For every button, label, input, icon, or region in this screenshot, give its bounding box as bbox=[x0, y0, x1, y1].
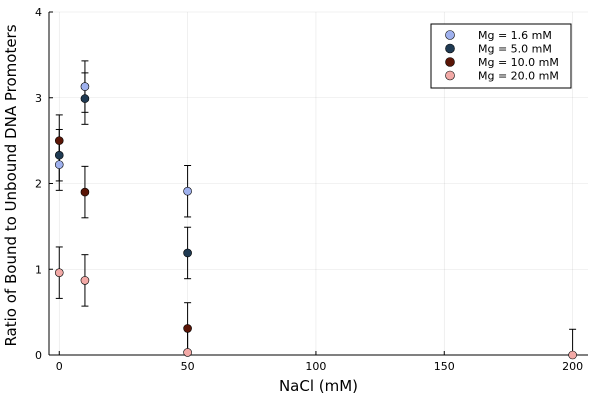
data-point bbox=[568, 350, 577, 360]
x-tick-label: 100 bbox=[305, 360, 326, 373]
legend-marker bbox=[445, 30, 455, 40]
y-tick-label: 0 bbox=[35, 349, 42, 362]
data-point bbox=[183, 348, 192, 357]
x-axis-title: NaCl (mM) bbox=[279, 377, 358, 395]
legend-marker bbox=[445, 57, 455, 67]
data-point bbox=[80, 82, 90, 91]
data-point bbox=[80, 187, 90, 197]
x-tick-label: 50 bbox=[181, 360, 195, 373]
data-point bbox=[54, 150, 64, 160]
data-point bbox=[54, 160, 64, 169]
y-tick-label: 3 bbox=[35, 92, 42, 105]
legend-label: Mg = 20.0 mM bbox=[478, 70, 559, 83]
legend-marker bbox=[445, 70, 455, 81]
x-tick-label: 150 bbox=[434, 360, 455, 373]
x-tick-label: 0 bbox=[56, 360, 63, 373]
legend-marker bbox=[445, 43, 455, 54]
y-tick-label: 1 bbox=[35, 263, 42, 276]
data-point bbox=[183, 186, 192, 196]
data-point bbox=[80, 94, 90, 103]
data-point bbox=[54, 268, 64, 277]
data-points bbox=[54, 82, 577, 360]
data-point bbox=[183, 324, 192, 333]
data-point bbox=[183, 248, 192, 258]
ticks: 0 50 100 150 200 0 1 2 3 4 bbox=[35, 6, 583, 373]
data-point bbox=[80, 276, 90, 285]
y-tick-label: 2 bbox=[35, 178, 42, 191]
legend-label: Mg = 10.0 mM bbox=[478, 56, 559, 69]
data-point bbox=[54, 136, 64, 145]
y-axis-title: Ratio of Bound to Unbound DNA Promoters bbox=[2, 24, 20, 346]
legend-label: Mg = 5.0 mM bbox=[478, 43, 552, 56]
legend-label: Mg = 1.6 mM bbox=[478, 29, 552, 42]
x-tick-label: 200 bbox=[562, 360, 583, 373]
y-tick-label: 4 bbox=[35, 6, 42, 19]
